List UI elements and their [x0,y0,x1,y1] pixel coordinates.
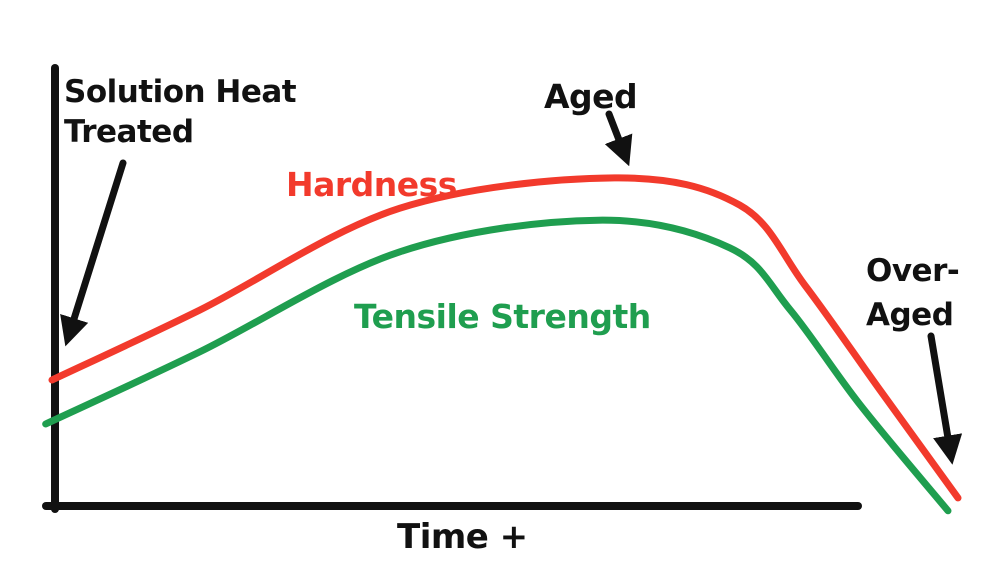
over-aged-arrow [927,332,963,465]
hardness-curve [48,174,962,502]
tensile-strength-curve [42,216,952,515]
solution-heat-treated-arrow [60,159,127,347]
time-axis-label: Time + [397,517,528,557]
aged-label: Aged [544,77,638,116]
tensile-strength-series-label: Tensile Strength [354,297,651,336]
hardness-series-label: Hardness [286,165,457,204]
over-aged-label: Over- Aged [866,253,960,334]
solution-heat-treated-label: Solution Heat Treated [64,74,297,151]
aged-arrow [604,110,633,167]
